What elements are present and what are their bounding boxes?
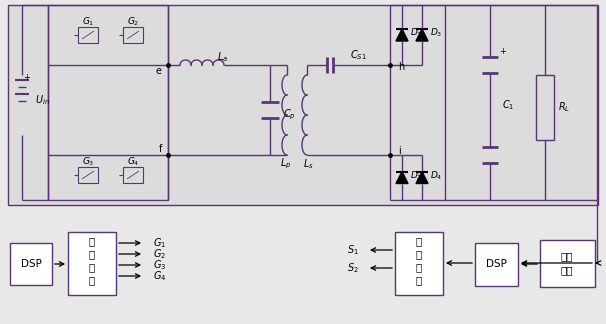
Bar <box>8 5 598 205</box>
Bar <box>536 75 554 140</box>
Bar <box>10 243 52 285</box>
Bar <box>48 5 168 200</box>
Text: $D_4$: $D_4$ <box>430 169 442 182</box>
Text: +: + <box>23 73 30 82</box>
Text: $D_3$: $D_3$ <box>430 27 442 39</box>
Polygon shape <box>416 29 428 41</box>
Text: $G_4$: $G_4$ <box>127 156 139 168</box>
Bar <box>540 240 595 287</box>
Text: $G_4$: $G_4$ <box>153 269 167 283</box>
Polygon shape <box>416 171 428 183</box>
Text: $G_1$: $G_1$ <box>153 236 166 250</box>
Bar <box>78 27 98 43</box>
Text: $L_p$: $L_p$ <box>281 157 291 171</box>
Text: 电: 电 <box>416 262 422 272</box>
Text: +: + <box>499 47 506 55</box>
Text: $G_2$: $G_2$ <box>127 16 139 28</box>
Polygon shape <box>396 29 408 41</box>
Text: $C_p$: $C_p$ <box>283 108 296 122</box>
Text: $D_2$: $D_2$ <box>410 169 422 182</box>
Text: $S_1$: $S_1$ <box>347 243 359 257</box>
Text: e: e <box>156 66 162 76</box>
Bar <box>78 167 98 183</box>
Text: DSP: DSP <box>21 259 41 269</box>
Text: 电: 电 <box>89 262 95 272</box>
Bar <box>395 232 443 295</box>
Text: 检测: 检测 <box>561 251 573 261</box>
Text: $G_3$: $G_3$ <box>82 156 94 168</box>
Bar <box>123 167 143 183</box>
Text: i: i <box>398 146 401 156</box>
Text: 动: 动 <box>416 249 422 259</box>
Text: $S_2$: $S_2$ <box>347 261 359 275</box>
Text: 模块: 模块 <box>561 265 573 275</box>
Text: $L_s$: $L_s$ <box>302 157 313 171</box>
Text: DSP: DSP <box>485 259 507 269</box>
Bar <box>475 243 518 286</box>
Text: $R_L$: $R_L$ <box>558 100 570 114</box>
Text: 动: 动 <box>89 249 95 259</box>
Bar <box>8 5 598 205</box>
Text: 路: 路 <box>416 275 422 285</box>
Bar <box>68 232 116 295</box>
Text: h: h <box>398 62 404 72</box>
Text: $U_{in}$: $U_{in}$ <box>35 93 50 107</box>
Text: 驱: 驱 <box>89 236 95 246</box>
Text: 驱: 驱 <box>416 236 422 246</box>
Text: $G_1$: $G_1$ <box>82 16 95 28</box>
Bar <box>123 27 143 43</box>
Text: 路: 路 <box>89 275 95 285</box>
Text: $G_3$: $G_3$ <box>153 258 166 272</box>
Text: $L_a$: $L_a$ <box>218 50 228 64</box>
Text: f: f <box>159 144 162 154</box>
Polygon shape <box>396 171 408 183</box>
Text: $D_1$: $D_1$ <box>410 27 422 39</box>
Text: $G_2$: $G_2$ <box>153 247 166 261</box>
Text: $C_1$: $C_1$ <box>502 98 514 112</box>
Text: $C_{S1}$: $C_{S1}$ <box>350 48 367 62</box>
